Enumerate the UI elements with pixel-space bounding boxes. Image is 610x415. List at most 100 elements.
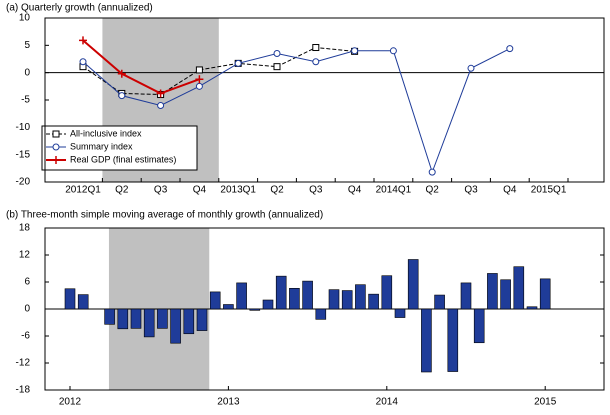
marker [273, 63, 281, 71]
marker [195, 82, 203, 90]
bar [143, 308, 155, 338]
bar [130, 308, 142, 329]
bar [170, 308, 181, 344]
marker [118, 92, 126, 100]
bar [302, 280, 313, 310]
bar [447, 308, 459, 372]
y-tick-label: 6 [24, 277, 30, 288]
y-tick-label: -20 [16, 177, 31, 188]
bar [381, 275, 393, 310]
bar [407, 259, 419, 310]
y-tick-label: -6 [21, 331, 30, 342]
x-tick-label: Q3 [309, 185, 323, 196]
bar [236, 282, 247, 310]
bar [157, 308, 168, 329]
bar [196, 308, 208, 331]
marker [389, 47, 397, 55]
bar [117, 308, 129, 330]
line [82, 39, 200, 95]
marker [351, 47, 359, 55]
bar [539, 278, 551, 310]
marker [273, 50, 281, 58]
line [82, 48, 511, 174]
x-tick-label: 2015 [534, 397, 557, 408]
x-tick-label: 2012Q1 [65, 185, 101, 196]
marker [428, 168, 436, 176]
bar [341, 290, 353, 310]
y-tick-label: -18 [16, 385, 31, 396]
bar [500, 279, 511, 310]
bar [434, 294, 445, 310]
marker [157, 101, 165, 109]
bar [104, 308, 115, 325]
marker [234, 59, 242, 67]
x-tick-label: 2014Q1 [376, 185, 412, 196]
marker [156, 89, 165, 98]
bar [289, 287, 300, 310]
bar [64, 288, 76, 310]
marker [117, 69, 126, 78]
x-tick-label: Q2 [115, 185, 129, 196]
marker [52, 156, 60, 164]
chart-title: (a) Quarterly growth (annualized) [6, 3, 153, 14]
bar [421, 308, 432, 373]
x-tick-label: 2015Q1 [531, 185, 567, 196]
bar [473, 308, 485, 344]
bar [526, 306, 538, 310]
marker [467, 64, 475, 72]
y-tick-label: 10 [19, 13, 31, 24]
chart-title: (b) Three-month simple moving average of… [6, 210, 323, 221]
y-tick-label: -15 [16, 149, 31, 160]
bar [315, 308, 327, 320]
legend-box [41, 125, 198, 171]
marker [312, 44, 320, 52]
bar [77, 294, 89, 310]
marker [195, 75, 204, 84]
bar [183, 308, 195, 335]
line [82, 47, 355, 96]
marker [79, 58, 87, 66]
legend-label: All-inclusive index [70, 128, 142, 138]
bar [355, 284, 366, 310]
x-tick-label: Q3 [154, 185, 168, 196]
marker [506, 45, 514, 53]
x-tick-label: Q2 [270, 185, 284, 196]
x-tick-label: Q4 [348, 185, 362, 196]
x-tick-label: Q3 [464, 185, 478, 196]
x-tick-label: 2013Q1 [220, 185, 256, 196]
bar [487, 273, 498, 310]
x-tick-label: 2012 [59, 397, 82, 408]
x-tick-label: 2013 [217, 397, 240, 408]
legend-label: Real GDP (final estimates) [70, 154, 176, 164]
y-tick-label: 18 [19, 223, 31, 234]
x-tick-label: Q2 [426, 185, 440, 196]
y-tick-label: -12 [16, 358, 31, 369]
bar [368, 293, 379, 310]
plot-frame [44, 17, 605, 183]
bar [209, 291, 221, 310]
y-tick-label: 0 [24, 67, 30, 78]
bar [460, 282, 472, 310]
y-tick-label: -10 [16, 122, 31, 133]
bar [249, 308, 261, 311]
y-tick-label: 0 [24, 304, 30, 315]
marker [52, 130, 60, 138]
y-tick-label: 5 [24, 40, 30, 51]
marker [312, 58, 320, 66]
bar [223, 304, 234, 310]
legend-label: Summary index [70, 141, 133, 151]
y-tick-label: -5 [21, 95, 30, 106]
marker [79, 36, 87, 45]
x-tick-label: Q4 [503, 185, 517, 196]
bar [394, 308, 406, 318]
bar [262, 299, 274, 310]
x-tick-label: Q4 [193, 185, 207, 196]
bar [513, 266, 525, 310]
marker [195, 66, 203, 74]
y-tick-label: 12 [19, 250, 31, 261]
bar [275, 275, 287, 310]
x-tick-label: 2014 [376, 397, 399, 408]
plot-frame [44, 227, 605, 391]
marker [52, 143, 60, 151]
